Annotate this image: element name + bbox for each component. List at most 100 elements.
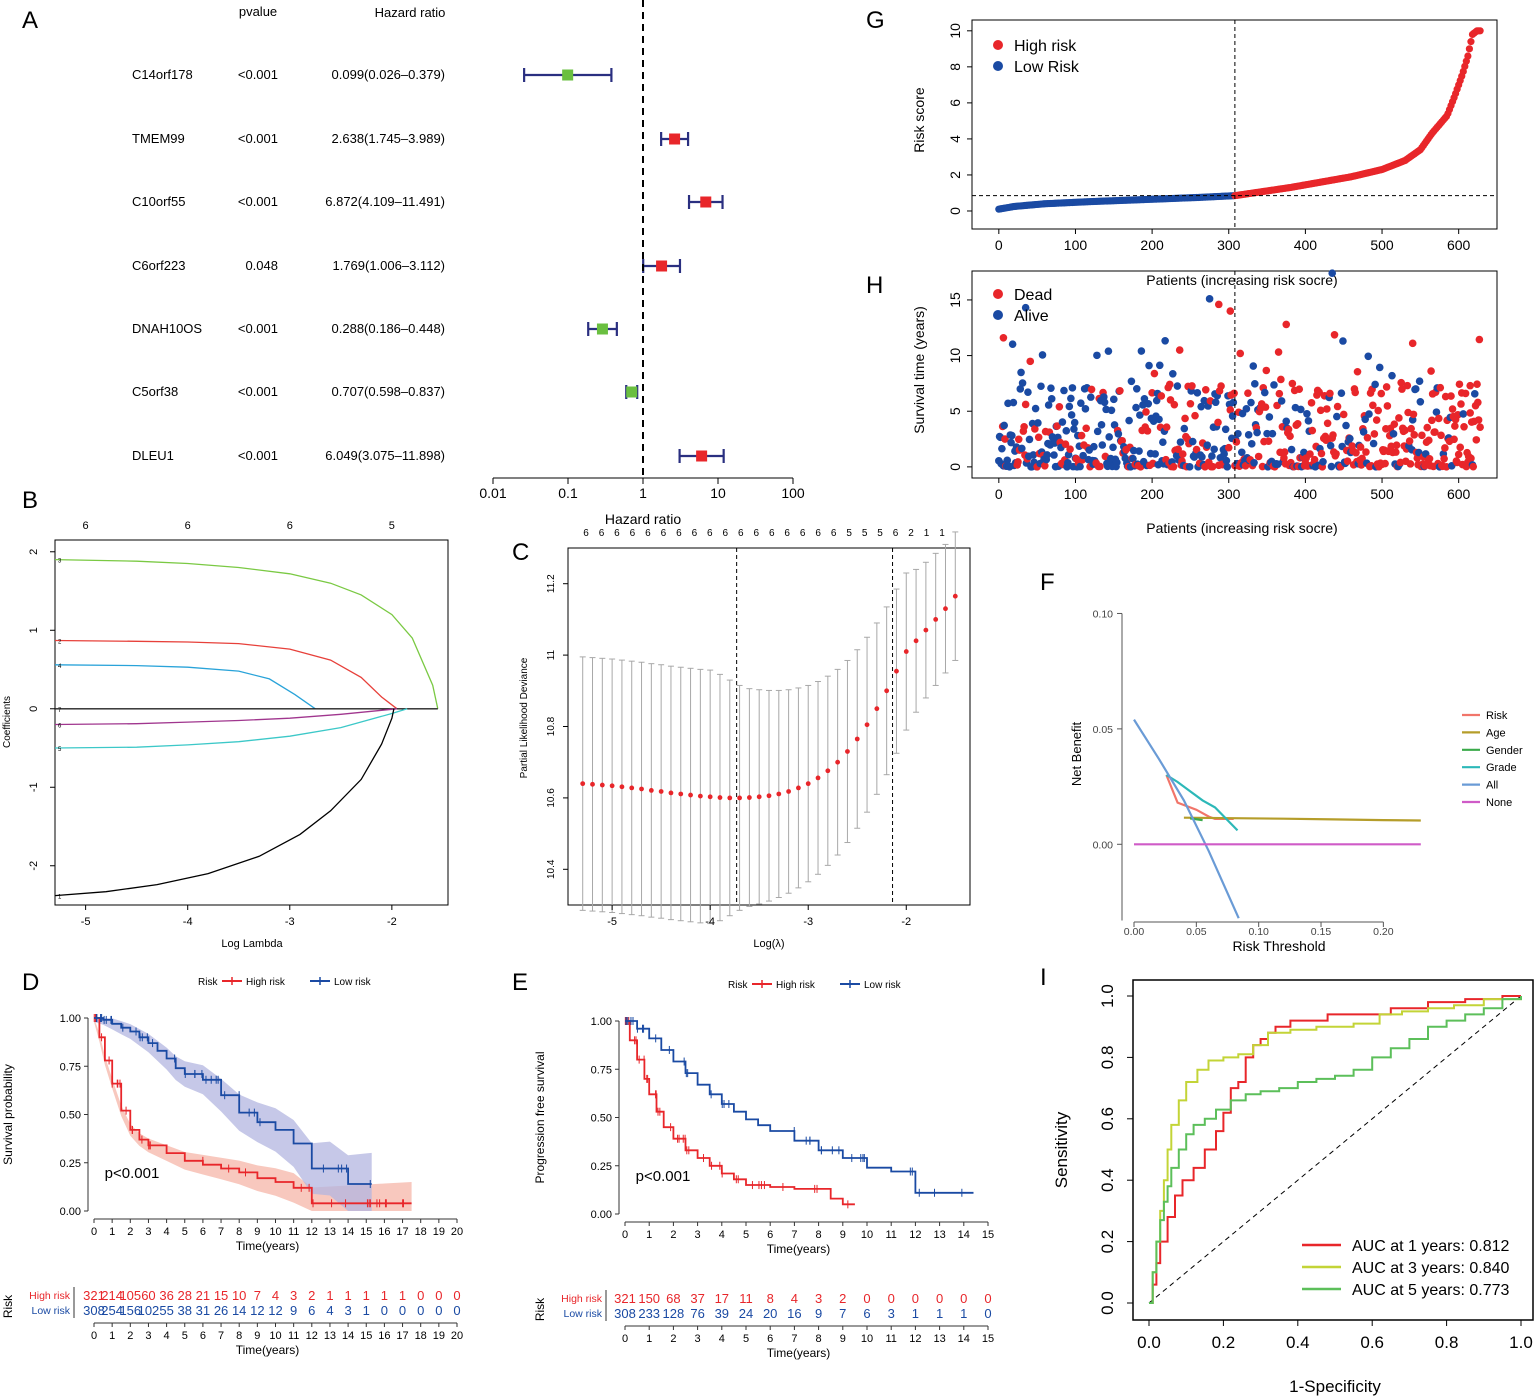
x-tick-label: 13 [933, 1229, 945, 1241]
pfs-km-panel: Risk High risk Low risk 0.00 0.25 0.50 0.75 1.0… [533, 980, 994, 1360]
patient-point [1226, 307, 1235, 315]
patient-point [1307, 399, 1316, 407]
x-tick-label: 400 [1294, 237, 1318, 253]
y-tick-label: 0.25 [60, 1158, 81, 1170]
patient-point [1280, 454, 1288, 462]
panel-label-a: A [22, 7, 38, 34]
p-value: p<0.001 [636, 1168, 691, 1185]
patient-point [1346, 434, 1354, 443]
table-title: Risk [533, 1297, 547, 1321]
patient-point [1169, 369, 1177, 378]
path-index-label: 3 [58, 559, 62, 565]
x-axis-title: Patients (increasing risk socre) [1146, 520, 1337, 536]
patient-point [1356, 443, 1365, 451]
top-axis-label: 6 [287, 520, 293, 532]
patient-point [1065, 402, 1074, 411]
x-tick-label: 600 [1447, 237, 1471, 253]
pvalue-value: <0.001 [238, 321, 278, 336]
table-x-tick-label: 0 [622, 1333, 628, 1345]
x-tick-label: 600 [1447, 486, 1471, 502]
table-title: Risk [1, 1294, 15, 1318]
x-tick-label: 200 [1140, 486, 1164, 502]
patient-point [1250, 458, 1258, 467]
table-x-tick-label: 14 [958, 1333, 970, 1345]
confidence-band [94, 1018, 412, 1211]
legend-marker [993, 310, 1003, 320]
table-count-low: 128 [663, 1306, 685, 1321]
km-curve [625, 1020, 855, 1206]
deviance-point [648, 788, 654, 793]
hr-value: 6.872(4.109–11.491) [325, 194, 445, 209]
patient-point [1021, 400, 1030, 409]
y-tick-label: 0.25 [591, 1161, 612, 1173]
deviance-point [786, 789, 792, 794]
x-tick-label: 9 [254, 1226, 260, 1238]
table-x-tick-label: 9 [840, 1333, 846, 1345]
x-tick-label: 500 [1370, 237, 1394, 253]
pvalue-value: <0.001 [238, 448, 278, 463]
table-count-low: 254 [101, 1303, 123, 1318]
patient-point [1466, 381, 1474, 390]
patient-point [998, 444, 1006, 453]
patient-point [1021, 303, 1030, 312]
net-benefit-curve [1165, 774, 1239, 832]
patient-point [1016, 385, 1025, 393]
coef-path [54, 664, 316, 710]
x-axis-title: 1-Specificity [1289, 1377, 1381, 1396]
patient-point [1358, 454, 1366, 463]
patient-point [1205, 295, 1214, 303]
patient-point [1415, 377, 1424, 386]
patient-point [1076, 462, 1084, 471]
deviance-point [756, 794, 762, 800]
x-tick-label: 0 [995, 237, 1003, 253]
panel-label-g: G [866, 7, 885, 34]
hr-value: 0.288(0.186–0.448) [332, 321, 445, 336]
path-index-label: 1 [58, 895, 62, 901]
table-count-low: 3 [344, 1303, 351, 1318]
legend-marker [993, 61, 1003, 71]
patient-point [1174, 445, 1182, 454]
legend-marker [993, 40, 1003, 50]
patient-point [1359, 428, 1368, 436]
table-count-high: 7 [254, 1288, 261, 1303]
patient-point [1093, 351, 1101, 360]
patient-point [1135, 447, 1143, 455]
x-tick-label: 9 [840, 1229, 846, 1241]
patient-point [1405, 437, 1414, 445]
patient-point [1315, 388, 1323, 396]
patient-point [1210, 445, 1218, 454]
path-index-label: 6 [58, 723, 62, 729]
table-count-high: 21 [196, 1288, 210, 1303]
patient-point [1286, 432, 1294, 441]
patient-point [1388, 371, 1396, 380]
hr-point [700, 196, 712, 208]
x-axis-title: Risk Threshold [1232, 938, 1325, 954]
patient-point [1192, 445, 1201, 454]
table-count-low: 102 [138, 1303, 160, 1318]
patient-point [1150, 369, 1159, 378]
deviance-point [697, 793, 703, 799]
deviance-point [678, 791, 684, 797]
patient-point [1244, 389, 1252, 397]
top-axis-label: 6 [645, 528, 651, 539]
patient-point [1132, 385, 1141, 393]
top-axis-label: 6 [723, 528, 729, 539]
x-tick-label: 0.0 [1137, 1333, 1161, 1352]
patient-point [1082, 424, 1090, 433]
patient-point [1247, 440, 1256, 448]
top-axis-label: 6 [583, 528, 589, 539]
deviance-point [668, 790, 674, 796]
coef-path [54, 558, 439, 709]
patient-point [1451, 422, 1459, 430]
deviance-point [717, 795, 723, 800]
legend-label: Gender [1486, 745, 1523, 757]
patient-point [1067, 411, 1076, 419]
patient-point [1459, 410, 1468, 418]
y-tick-label: 10 [947, 23, 963, 39]
x-tick-label: 5 [182, 1226, 188, 1238]
x-tick-label: 200 [1140, 237, 1164, 253]
patient-point [1332, 450, 1340, 458]
x-tick-label: 3 [695, 1229, 701, 1241]
